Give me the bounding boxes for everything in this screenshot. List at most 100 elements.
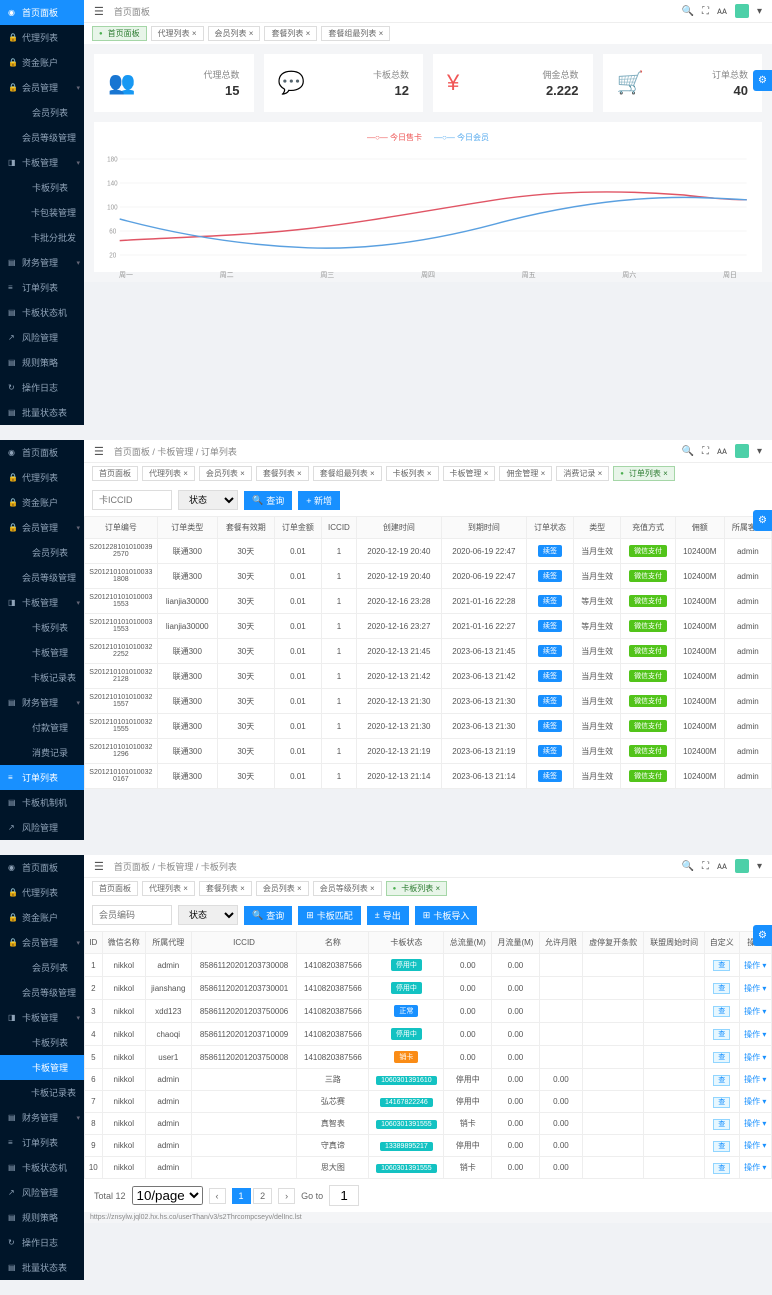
avatar[interactable] [735, 859, 749, 873]
match-button[interactable]: ⊞ 卡板匹配 [298, 906, 361, 925]
sidebar-item[interactable]: ▤财务管理▾ [0, 690, 84, 715]
sidebar-item[interactable]: 卡板记录表 [0, 1080, 84, 1105]
next-page[interactable]: › [278, 1188, 295, 1204]
sidebar-item[interactable]: ▤批量状态表 [0, 400, 84, 425]
page-number[interactable]: 1 [232, 1188, 251, 1204]
sidebar-item[interactable]: 🔒会员管理▾ [0, 930, 84, 955]
sidebar-item[interactable]: 会员等级管理 [0, 980, 84, 1005]
sidebar-item[interactable]: ↻操作日志 [0, 375, 84, 400]
page-number[interactable]: 2 [253, 1188, 272, 1204]
sidebar-item[interactable]: 卡板记录表 [0, 665, 84, 690]
view-button[interactable]: 查 [713, 1006, 730, 1017]
fullscreen-icon[interactable]: ⛶ [702, 446, 709, 457]
caret-down-icon[interactable]: ▾ [757, 861, 762, 872]
code-input[interactable] [92, 905, 172, 925]
tab[interactable]: 代理列表 × [142, 466, 195, 481]
sidebar-item[interactable]: ▤卡板状态机 [0, 1155, 84, 1180]
caret-down-icon[interactable]: ▾ [757, 6, 762, 17]
tab[interactable]: 套餐组最列表 × [321, 26, 390, 41]
tab[interactable]: 卡板列表 × [386, 466, 439, 481]
view-button[interactable]: 查 [713, 1052, 730, 1063]
tab[interactable]: 消费记录 × [556, 466, 609, 481]
settings-gear-icon[interactable]: ⚙ [753, 925, 772, 946]
tab[interactable]: 会员列表 × [256, 881, 309, 896]
sidebar-item[interactable]: ▤卡板状态机 [0, 300, 84, 325]
search-icon[interactable]: 🔍 [682, 6, 694, 17]
search-icon[interactable]: 🔍 [682, 446, 694, 457]
tab[interactable]: 会员列表 × [208, 26, 261, 41]
action-dropdown[interactable]: 操作 ▾ [744, 1097, 766, 1106]
sidebar-item[interactable]: 🔒资金账户 [0, 490, 84, 515]
sidebar-item[interactable]: ≡订单列表 [0, 1130, 84, 1155]
sidebar-item[interactable]: 卡板管理 [0, 1055, 84, 1080]
font-icon[interactable]: ᴀᴀ [717, 861, 727, 872]
iccid-input[interactable] [92, 490, 172, 510]
sidebar-item[interactable]: ▤财务管理▾ [0, 250, 84, 275]
status-select[interactable]: 状态 [178, 490, 238, 510]
sidebar-item[interactable]: ▤批量状态表 [0, 1255, 84, 1280]
tab[interactable]: 会员列表 × [199, 466, 252, 481]
fullscreen-icon[interactable]: ⛶ [702, 6, 709, 17]
sidebar-item[interactable]: ◉首页面板 [0, 0, 84, 25]
sidebar-item[interactable]: 🔒资金账户 [0, 905, 84, 930]
view-button[interactable]: 查 [713, 1141, 730, 1152]
action-dropdown[interactable]: 操作 ▾ [744, 984, 766, 993]
sidebar-item[interactable]: 🔒会员管理▾ [0, 515, 84, 540]
action-dropdown[interactable]: 操作 ▾ [744, 1007, 766, 1016]
sidebar-item[interactable]: 🔒代理列表 [0, 880, 84, 905]
sidebar-item[interactable]: ▤卡板机制机 [0, 790, 84, 815]
font-icon[interactable]: ᴀᴀ [717, 6, 727, 17]
export-button[interactable]: ± 导出 [367, 906, 409, 925]
sidebar-item[interactable]: 卡板管理 [0, 640, 84, 665]
font-icon[interactable]: ᴀᴀ [717, 446, 727, 457]
tab[interactable]: 首页面板 [92, 881, 138, 896]
sidebar-item[interactable]: 会员列表 [0, 955, 84, 980]
import-button[interactable]: ⊞ 卡板导入 [415, 906, 478, 925]
action-dropdown[interactable]: 操作 ▾ [744, 961, 766, 970]
view-button[interactable]: 查 [713, 983, 730, 994]
sidebar-item[interactable]: 会员等级管理 [0, 125, 84, 150]
view-button[interactable]: 查 [713, 1075, 730, 1086]
tab[interactable]: 首页面板 [92, 26, 147, 41]
sidebar-item[interactable]: 🔒会员管理▾ [0, 75, 84, 100]
tab[interactable]: 套餐列表 × [264, 26, 317, 41]
sidebar-item[interactable]: ◨卡板管理▾ [0, 1005, 84, 1030]
sidebar-item[interactable]: 卡批分批发 [0, 225, 84, 250]
goto-input[interactable] [329, 1185, 359, 1206]
tab[interactable]: 代理列表 × [151, 26, 204, 41]
per-page-select[interactable]: 10/page [132, 1186, 203, 1205]
sidebar-item[interactable]: 会员等级管理 [0, 565, 84, 590]
query-button[interactable]: 🔍 查询 [244, 491, 292, 510]
tab[interactable]: 会员等级列表 × [313, 881, 382, 896]
sidebar-item[interactable]: 🔒代理列表 [0, 465, 84, 490]
settings-gear-icon[interactable]: ⚙ [753, 70, 772, 91]
sidebar-item[interactable]: ↗风险管理 [0, 815, 84, 840]
hamburger-icon[interactable]: ☰ [94, 445, 104, 458]
sidebar-item[interactable]: 🔒资金账户 [0, 50, 84, 75]
sidebar-item[interactable]: ▤规则策略 [0, 350, 84, 375]
view-button[interactable]: 查 [713, 1097, 730, 1108]
search-icon[interactable]: 🔍 [682, 861, 694, 872]
action-dropdown[interactable]: 操作 ▾ [744, 1141, 766, 1150]
status-select[interactable]: 状态 [178, 905, 238, 925]
add-button[interactable]: + 新增 [298, 491, 340, 510]
action-dropdown[interactable]: 操作 ▾ [744, 1119, 766, 1128]
sidebar-item[interactable]: 卡板列表 [0, 1030, 84, 1055]
sidebar-item[interactable]: ◉首页面板 [0, 440, 84, 465]
tab[interactable]: 订单列表 × [613, 466, 675, 481]
sidebar-item[interactable]: ▤财务管理▾ [0, 1105, 84, 1130]
hamburger-icon[interactable]: ☰ [94, 860, 104, 873]
hamburger-icon[interactable]: ☰ [94, 5, 104, 18]
tab[interactable]: 首页面板 [92, 466, 138, 481]
prev-page[interactable]: ‹ [209, 1188, 226, 1204]
tab[interactable]: 佣金管理 × [499, 466, 552, 481]
avatar[interactable] [735, 4, 749, 18]
sidebar-item[interactable]: ↗风险管理 [0, 1180, 84, 1205]
view-button[interactable]: 查 [713, 1119, 730, 1130]
sidebar-item[interactable]: 卡包装管理 [0, 200, 84, 225]
sidebar-item[interactable]: ↻操作日志 [0, 1230, 84, 1255]
sidebar-item[interactable]: 付款管理 [0, 715, 84, 740]
view-button[interactable]: 查 [713, 1163, 730, 1174]
avatar[interactable] [735, 444, 749, 458]
sidebar-item[interactable]: ▤规则策略 [0, 1205, 84, 1230]
